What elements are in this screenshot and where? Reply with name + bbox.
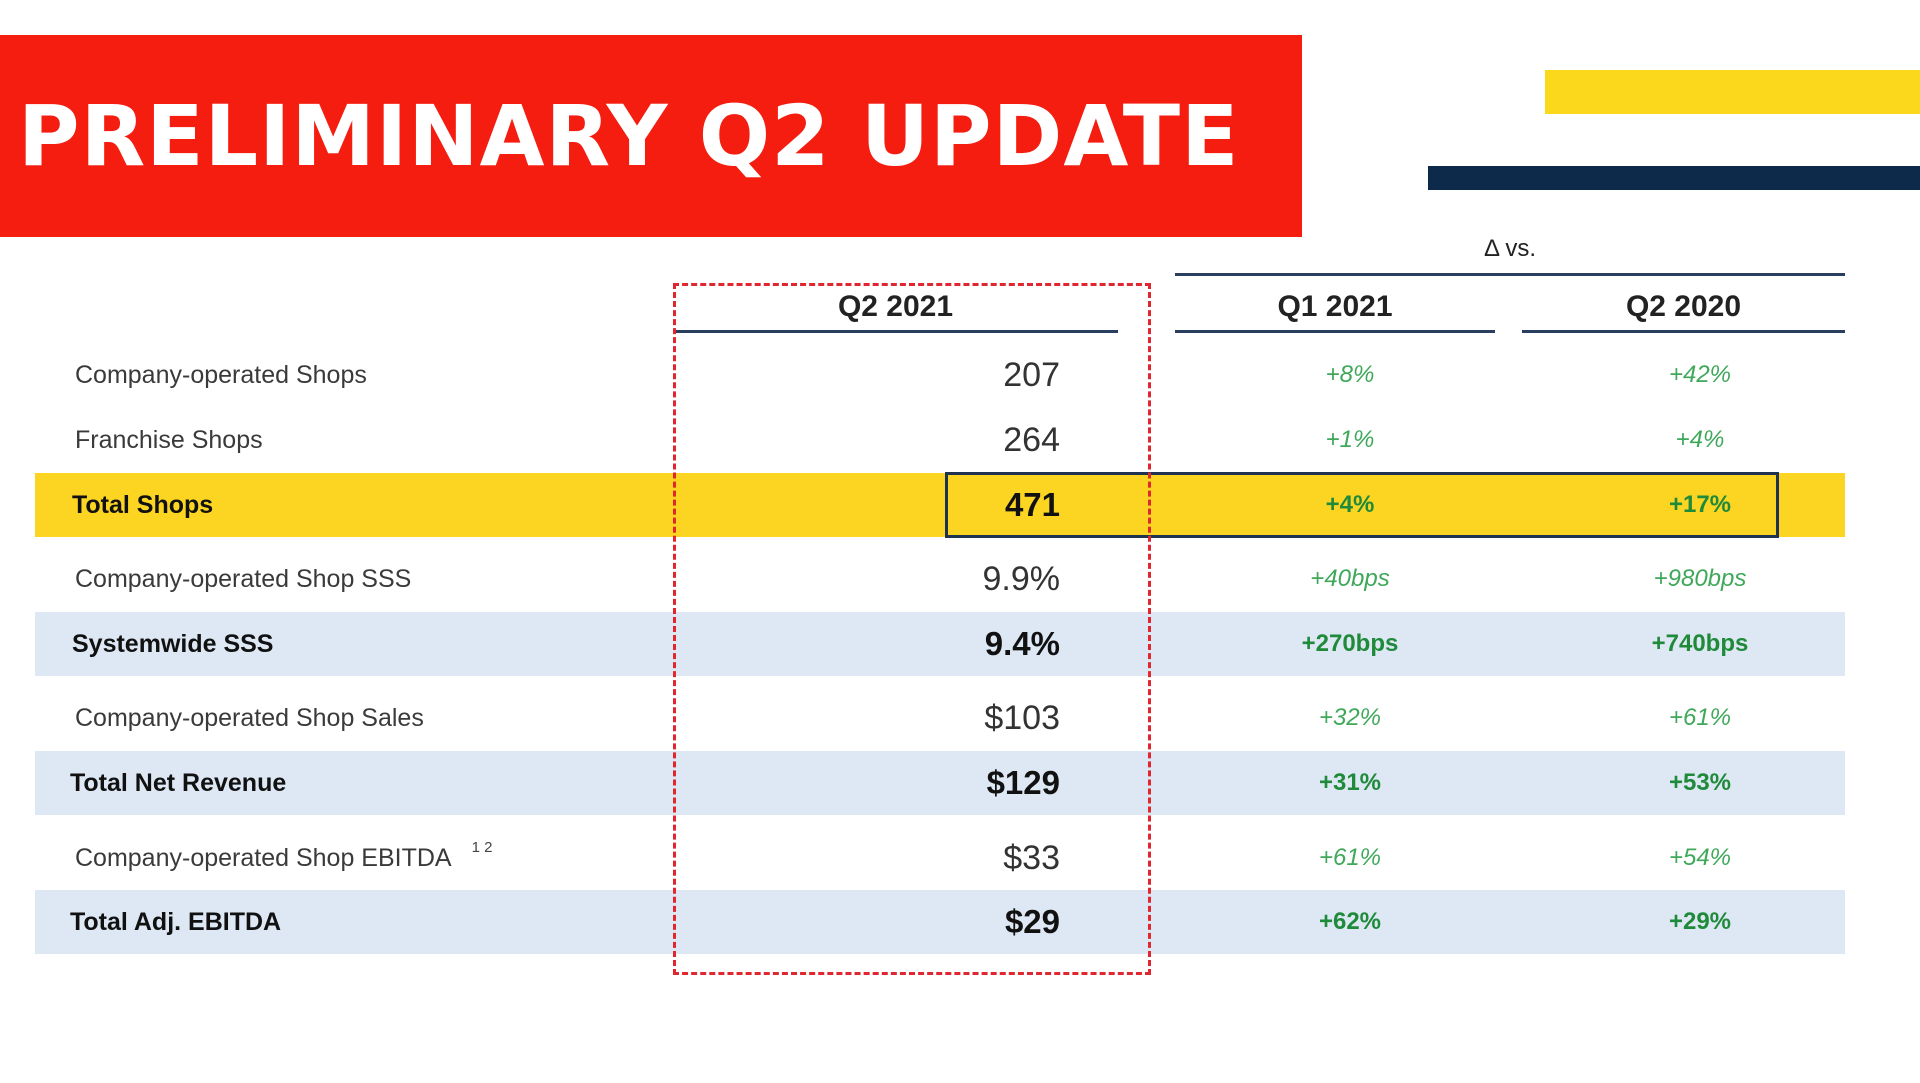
column-header-q1-2021: Q1 2021 bbox=[1277, 290, 1393, 323]
row-delta-q2-2020: +17% bbox=[1668, 491, 1732, 518]
table-row-highlighted: Systemwide SSS 9.4% +270bps +740bps bbox=[35, 612, 1845, 676]
row-label: Company-operated Shop SSS bbox=[75, 565, 412, 593]
row-label: Total Net Revenue bbox=[70, 769, 287, 797]
footnote-marker: 1 2 bbox=[471, 839, 493, 856]
column-rule-q1-2021 bbox=[1175, 330, 1495, 333]
table-row: Company-operated Shop SSS 9.9% +40bps +9… bbox=[35, 547, 1845, 611]
total-shops-highlight-box bbox=[945, 472, 1779, 538]
row-delta-q2-2020: +4% bbox=[1675, 426, 1725, 453]
row-value: $129 bbox=[986, 764, 1060, 801]
column-header-q2-2021: Q2 2021 bbox=[837, 290, 954, 323]
row-value: $33 bbox=[1003, 839, 1060, 877]
row-delta-q1-2021: +32% bbox=[1318, 704, 1382, 731]
row-delta-q2-2020: +61% bbox=[1668, 704, 1732, 731]
row-value: $103 bbox=[984, 699, 1060, 737]
row-delta-q2-2020: +29% bbox=[1668, 908, 1732, 935]
row-label: Systemwide SSS bbox=[72, 630, 274, 658]
delta-vs-header: Δ vs. bbox=[1483, 235, 1537, 262]
row-value: 471 bbox=[1004, 486, 1060, 523]
row-value: 9.4% bbox=[984, 625, 1060, 662]
row-delta-q2-2020: +53% bbox=[1668, 769, 1732, 796]
table-row-highlighted: Total Adj. EBITDA $29 +62% +29% bbox=[35, 890, 1845, 954]
row-delta-q1-2021: +61% bbox=[1318, 844, 1382, 871]
column-rule-q2-2021 bbox=[673, 330, 1118, 333]
row-value: 264 bbox=[1003, 421, 1060, 459]
row-label: Total Shops bbox=[72, 491, 214, 519]
row-delta-q1-2021: +62% bbox=[1318, 908, 1382, 935]
row-label: Company-operated Shops bbox=[75, 361, 367, 389]
delta-header-rule bbox=[1175, 273, 1845, 276]
row-value: 9.9% bbox=[982, 560, 1061, 598]
page-title: PRELIMINARY Q2 UPDATE bbox=[18, 87, 1240, 185]
row-label: Franchise Shops bbox=[75, 426, 263, 454]
decorative-yellow-bar bbox=[1545, 70, 1920, 114]
row-delta-q1-2021: +8% bbox=[1325, 361, 1375, 388]
table-row: Company-operated Shops 207 +8% +42% bbox=[35, 343, 1845, 407]
column-header-q2-2020: Q2 2020 bbox=[1625, 290, 1742, 323]
row-label: Company-operated Shop Sales bbox=[75, 704, 424, 732]
row-label: Company-operated Shop EBITDA 1 2 bbox=[75, 826, 492, 890]
table-row: Company-operated Shop Sales $103 +32% +6… bbox=[35, 686, 1845, 750]
row-value: 207 bbox=[1003, 356, 1060, 394]
row-label: Total Adj. EBITDA bbox=[70, 908, 282, 936]
table-row: Franchise Shops 264 +1% +4% bbox=[35, 408, 1845, 472]
row-delta-q2-2020: +42% bbox=[1668, 361, 1732, 388]
row-delta-q1-2021: +40bps bbox=[1310, 565, 1390, 592]
row-delta-q1-2021: +1% bbox=[1325, 426, 1375, 453]
row-delta-q2-2020: +980bps bbox=[1653, 565, 1747, 592]
row-delta-q1-2021: +31% bbox=[1318, 769, 1382, 796]
row-value: $29 bbox=[1004, 903, 1060, 940]
table-row: Company-operated Shop EBITDA 1 2 $33 +61%… bbox=[35, 826, 1845, 890]
table-row-highlighted: Total Shops 471 +4% +17% bbox=[35, 473, 1845, 537]
table-row-highlighted: Total Net Revenue $129 +31% +53% bbox=[35, 751, 1845, 815]
column-rule-q2-2020 bbox=[1522, 330, 1845, 333]
row-delta-q1-2021: +4% bbox=[1325, 491, 1375, 518]
decorative-navy-bar bbox=[1428, 166, 1920, 190]
row-label-text: Company-operated Shop EBITDA bbox=[75, 844, 452, 872]
title-banner: PRELIMINARY Q2 UPDATE bbox=[0, 35, 1302, 237]
q2-2021-dashed-frame bbox=[673, 283, 1151, 975]
row-delta-q1-2021: +270bps bbox=[1301, 630, 1399, 657]
row-delta-q2-2020: +740bps bbox=[1651, 630, 1749, 657]
row-delta-q2-2020: +54% bbox=[1668, 844, 1732, 871]
